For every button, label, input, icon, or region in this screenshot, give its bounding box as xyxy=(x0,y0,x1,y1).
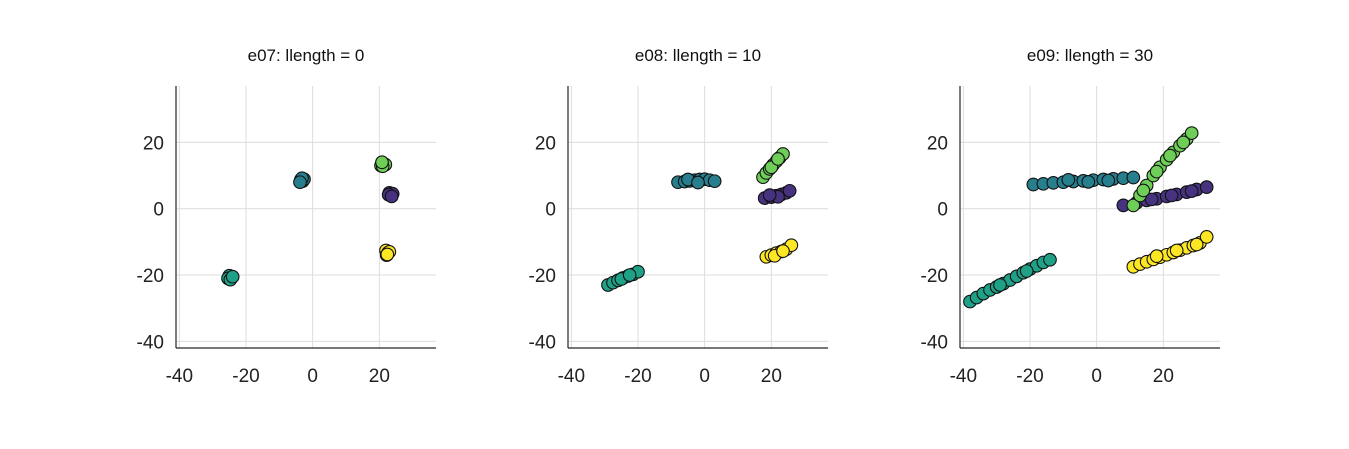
data-point xyxy=(993,278,1007,292)
data-point xyxy=(776,244,790,259)
x-tick-label: 0 xyxy=(307,366,318,387)
x-tick-label: -20 xyxy=(624,366,651,387)
data-point xyxy=(691,175,705,190)
panel-e07: -40 -20 0 20 -40 -20 0 20 e07: llength = 0 xyxy=(137,46,436,387)
y-tick-label: 0 xyxy=(545,200,556,221)
y-tick-label: 0 xyxy=(153,200,164,221)
data-point xyxy=(1199,230,1214,244)
x-tick-label: -40 xyxy=(558,366,585,387)
data-point xyxy=(1149,249,1164,263)
x-tick-label: -20 xyxy=(1016,366,1043,387)
axes xyxy=(959,86,1220,349)
gridlines xyxy=(568,86,828,348)
data-point xyxy=(1136,183,1151,198)
panel-e08: -40 -20 0 20 -40 -20 0 20 e08: llength = 10 xyxy=(529,46,828,387)
data-point xyxy=(1184,184,1199,198)
data-point xyxy=(1149,164,1164,179)
x-tick-label: 0 xyxy=(1091,366,1102,387)
data-point xyxy=(782,183,797,198)
data-point xyxy=(1184,126,1199,140)
data-points xyxy=(221,155,400,287)
data-point xyxy=(771,152,785,166)
data-points xyxy=(601,147,799,292)
y-tick-label: 20 xyxy=(535,133,556,154)
subplot-title: e07: llength = 0 xyxy=(248,46,365,65)
tick-labels: -40 -20 0 20 -40 -20 0 20 xyxy=(137,133,390,387)
x-tick-label: 0 xyxy=(699,366,710,387)
data-point xyxy=(622,268,637,282)
data-point xyxy=(1189,237,1204,252)
data-point xyxy=(1043,252,1057,267)
y-tick-label: 0 xyxy=(937,200,948,221)
data-point xyxy=(762,188,777,202)
data-point xyxy=(380,247,395,262)
x-tick-label: 20 xyxy=(761,366,782,387)
y-tick-label: 20 xyxy=(143,133,164,154)
subplot-title: e09: llength = 30 xyxy=(1027,46,1153,65)
y-tick-label: 20 xyxy=(927,133,948,154)
x-tick-label: -40 xyxy=(166,366,193,387)
y-tick-label: -40 xyxy=(529,332,556,353)
data-point xyxy=(1163,148,1177,163)
tick-labels: -40 -20 0 20 -40 -20 0 20 xyxy=(529,133,782,387)
panel-e09: -40 -20 0 20 -40 -20 0 20 e09: llength = 30 xyxy=(921,46,1220,387)
axes xyxy=(175,86,436,349)
x-tick-label: 20 xyxy=(1153,366,1174,387)
x-tick-label: -20 xyxy=(232,366,259,387)
y-tick-label: -20 xyxy=(529,266,556,287)
data-point xyxy=(1126,170,1141,185)
data-point xyxy=(1019,264,1034,278)
data-point xyxy=(375,155,389,170)
axes xyxy=(567,86,828,349)
subplot-title: e08: llength = 10 xyxy=(635,46,761,65)
data-point xyxy=(1081,174,1096,189)
data-points xyxy=(963,126,1214,309)
data-point xyxy=(293,175,307,190)
y-tick-label: -20 xyxy=(137,266,164,287)
data-point xyxy=(1126,198,1141,213)
x-tick-label: -40 xyxy=(950,366,977,387)
x-tick-label: 20 xyxy=(369,366,390,387)
data-point xyxy=(1101,173,1116,188)
data-point xyxy=(707,174,722,189)
data-point xyxy=(1061,173,1076,187)
y-tick-label: -40 xyxy=(137,332,164,353)
data-point xyxy=(225,269,240,284)
gridlines xyxy=(960,86,1220,348)
data-point xyxy=(1199,180,1214,195)
data-point xyxy=(384,189,399,204)
y-tick-label: -20 xyxy=(921,266,948,287)
gridlines xyxy=(176,86,436,348)
data-point xyxy=(1164,188,1179,203)
y-tick-label: -40 xyxy=(921,332,948,353)
data-point xyxy=(1176,135,1191,150)
data-point xyxy=(1169,243,1184,258)
tick-labels: -40 -20 0 20 -40 -20 0 20 xyxy=(921,133,1174,387)
